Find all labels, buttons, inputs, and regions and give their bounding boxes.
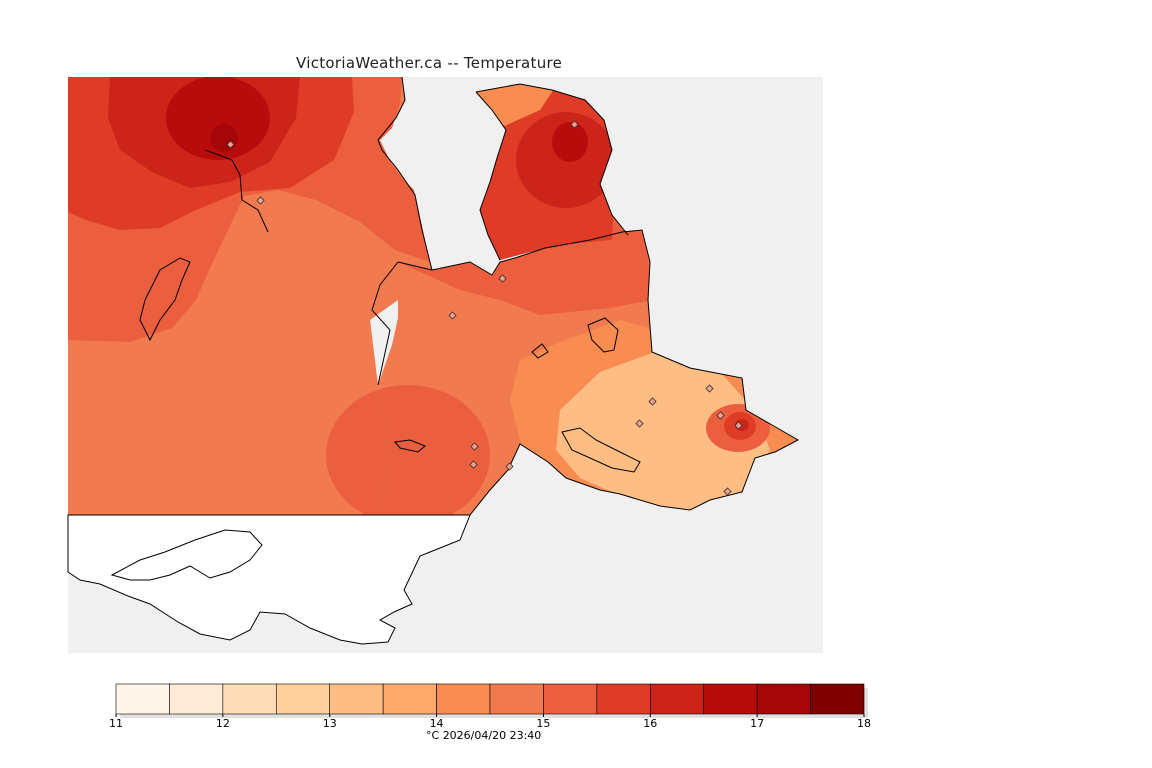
station-marker <box>470 442 479 451</box>
station-marker <box>570 120 579 129</box>
legend-swatch <box>115 683 170 715</box>
legend-tick-label: 11 <box>109 717 123 730</box>
station-marker <box>716 411 725 420</box>
legend-swatch <box>703 683 758 715</box>
legend-tick-label: 17 <box>750 717 765 730</box>
station-marker <box>448 311 457 320</box>
legend-swatch <box>596 683 651 715</box>
station-marker <box>498 274 507 283</box>
station-marker <box>256 196 265 205</box>
map-title: VictoriaWeather.ca -- Temperature <box>296 54 563 72</box>
legend-label: °C 2026/04/20 23:40 <box>426 729 541 742</box>
coastlines <box>139 76 800 516</box>
station-marker <box>635 419 644 428</box>
legend-swatch <box>169 683 224 715</box>
station-marker <box>734 421 743 430</box>
east-temperature-field <box>378 230 798 515</box>
station-marker <box>705 384 714 393</box>
legend-tick-label: 15 <box>536 717 551 730</box>
saanich-temperature-field <box>476 84 628 260</box>
legend-swatch <box>436 683 491 715</box>
us-coast-detail <box>110 529 263 581</box>
station-marker <box>469 460 478 469</box>
legend-tick-label: 12 <box>215 717 230 730</box>
legend-swatch <box>543 683 598 715</box>
legend-swatch <box>649 683 705 715</box>
weather-stations <box>226 120 743 496</box>
legend-swatch <box>222 683 277 715</box>
legend-swatch <box>329 683 384 715</box>
legend-unit: °C <box>426 729 440 742</box>
legend-swatch <box>756 683 811 715</box>
legend-swatch <box>810 683 865 715</box>
legend-swatch <box>382 683 437 715</box>
legend-tick-label: 18 <box>857 717 871 730</box>
legend-swatch <box>275 683 331 715</box>
station-marker <box>723 487 732 496</box>
station-marker <box>648 397 657 406</box>
legend-tick-label: 13 <box>322 717 337 730</box>
legend-swatch <box>489 683 544 715</box>
us-land <box>67 514 471 645</box>
legend-tick-label: 14 <box>429 717 444 730</box>
legend-colorbar <box>115 683 868 718</box>
legend-timestamp: 2026/04/20 23:40 <box>442 729 542 742</box>
station-marker <box>226 140 235 149</box>
station-marker <box>505 462 514 471</box>
legend-tick-label: 16 <box>643 717 658 730</box>
